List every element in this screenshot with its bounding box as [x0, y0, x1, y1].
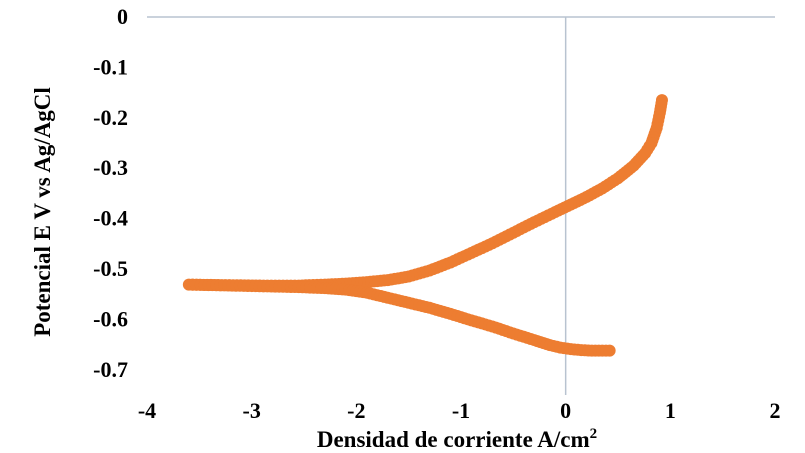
y-tick-label: -0.1	[93, 54, 128, 79]
x-axis-label: Densidad de corriente A/cm2	[317, 426, 597, 452]
x-tick-label: -4	[138, 398, 156, 423]
x-tick-label: -3	[243, 398, 261, 423]
y-tick-label: -0.5	[93, 256, 128, 281]
y-tick-label: 0	[117, 4, 128, 29]
x-tick-label: 0	[560, 398, 571, 423]
x-tick-labels: -4 -3 -2 -1 0 1 2	[138, 398, 781, 423]
series-line	[188, 99, 663, 352]
y-tick-labels: 0 -0.1 -0.2 -0.3 -0.4 -0.5 -0.6 -0.7	[93, 4, 128, 382]
y-tick-label: -0.2	[93, 105, 128, 130]
y-axis-label: Potencial E V vs Ag/AgCl	[30, 87, 55, 337]
x-tick-label: 1	[665, 398, 676, 423]
y-tick-label: -0.7	[93, 357, 128, 382]
x-tick-label: -2	[347, 398, 365, 423]
data-series	[182, 94, 668, 357]
y-tick-label: -0.6	[93, 306, 128, 331]
x-tick-label: 2	[770, 398, 781, 423]
x-axis-label-superscript: 2	[590, 426, 598, 442]
x-tick-label: -1	[452, 398, 470, 423]
data-point	[603, 344, 616, 357]
y-tick-label: -0.3	[93, 155, 128, 180]
axes	[147, 16, 775, 395]
y-tick-label: -0.4	[93, 206, 128, 231]
x-axis-label-text: Densidad de corriente A/cm	[317, 427, 590, 452]
